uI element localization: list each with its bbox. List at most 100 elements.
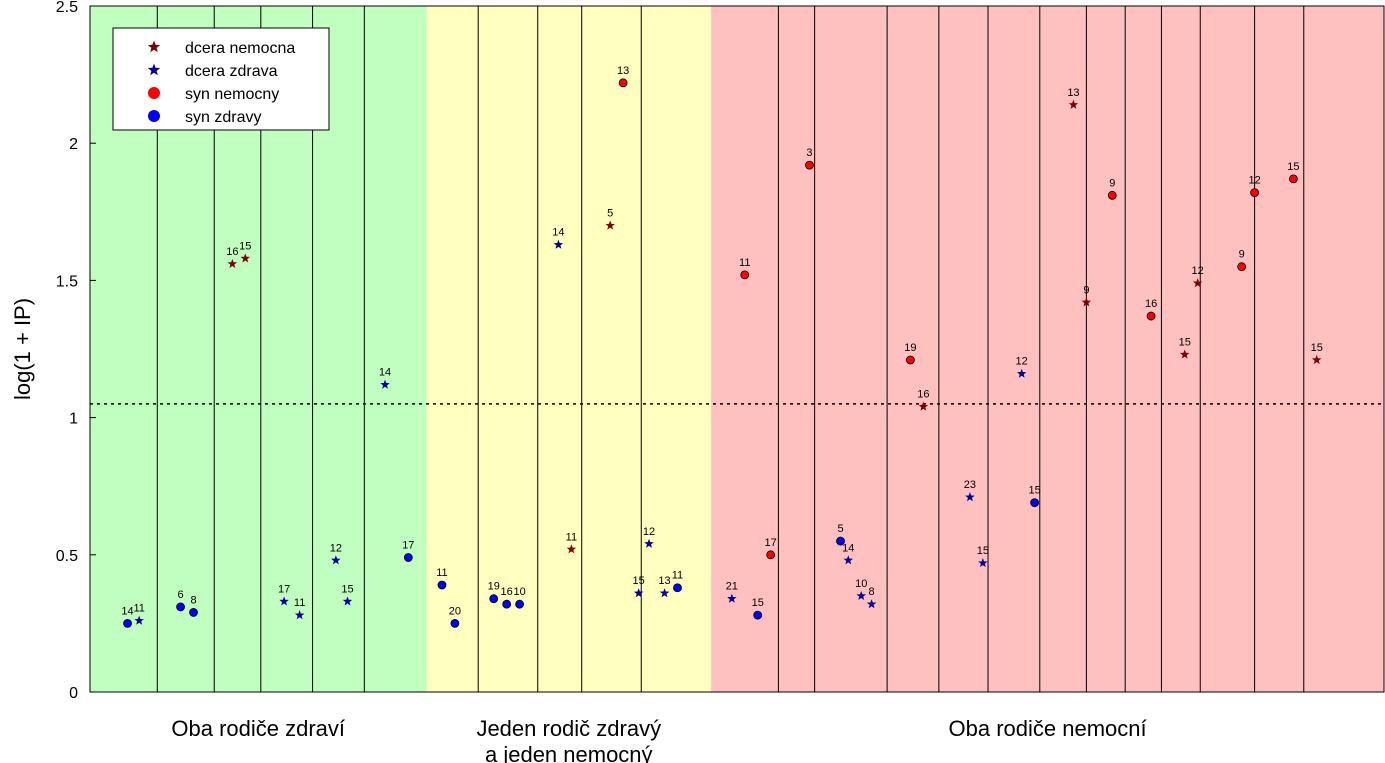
data-point-star [659,588,670,598]
data-point-label: 23 [964,479,976,491]
data-point-label: 13 [1067,87,1079,99]
legend-marker-circle [148,110,160,122]
legend-marker-star [147,40,161,53]
data-point-circle [673,583,682,593]
legend-item-label: dcera nemocna [185,40,295,57]
data-point-label: 14 [379,367,391,379]
data-point-star [856,590,866,601]
data-point-star [380,379,390,389]
data-point-label: 11 [133,603,144,615]
data-point-star [1081,297,1092,307]
data-point-star [566,544,577,554]
data-point-circle [805,160,814,170]
data-point-label: 15 [239,240,251,252]
data-point-label: 15 [1179,336,1191,348]
data-point-label: 15 [1028,485,1040,497]
data-point-star [1311,354,1322,365]
data-point-circle [1237,262,1247,272]
data-point-star [279,596,289,606]
data-point-label: 15 [752,597,764,609]
data-point-label: 14 [121,605,133,617]
y-tick-label: 2.5 [56,0,78,16]
data-point-label: 16 [501,586,513,598]
data-point-label: 9 [1083,284,1089,296]
data-point-label: 12 [1192,265,1204,277]
data-point-label: 12 [643,526,655,538]
data-point-star [633,588,644,598]
data-point-circle [123,619,132,628]
legend-item-label: syn nemocny [185,86,279,103]
data-point-star [644,538,654,548]
data-point-circle [450,619,460,628]
data-point-label: 12 [1016,356,1028,368]
data-point-label: 15 [1287,161,1299,173]
data-point-star [1068,99,1079,109]
data-point-circle [618,78,628,88]
data-point-star [918,401,929,411]
data-point-circle [403,553,413,562]
data-point-label: 17 [765,537,777,549]
data-point-circle [1250,188,1259,197]
data-point-label: 15 [977,545,989,557]
data-point-star [727,593,737,603]
y-tick-label: 0.5 [56,548,78,565]
data-point-label: 17 [402,540,414,552]
data-point-label: 12 [1248,175,1260,187]
data-point-star [294,610,305,620]
data-point-label: 12 [330,542,342,554]
data-point-circle [740,270,750,280]
data-point-label: 8 [869,586,875,598]
data-point-label: 13 [617,65,629,77]
data-point-label: 11 [566,531,577,543]
legend-marker-circle [148,87,160,99]
y-tick-label: 1 [69,411,78,428]
data-point-label: 11 [436,567,447,579]
data-point-label: 11 [294,597,305,609]
data-point-label: 20 [449,605,461,617]
group-label: Oba rodiče nemocní [949,716,1147,741]
group-label: a jeden nemocný [485,742,653,763]
data-point-star [605,220,615,230]
data-point-star [843,555,854,565]
data-point-label: 19 [904,342,916,354]
data-point-star [331,555,341,565]
data-point-label: 11 [672,570,683,582]
data-point-circle [515,599,525,609]
y-tick-label: 0 [69,685,78,702]
group-background [711,6,1384,692]
data-point-label: 9 [1239,249,1245,261]
data-point-label: 15 [341,583,353,595]
data-point-label: 14 [842,542,854,554]
data-point-star [227,258,238,268]
data-point-label: 6 [178,589,184,601]
data-point-label: 14 [552,227,564,239]
y-tick-label: 2 [69,136,78,153]
data-point-label: 13 [658,575,670,587]
data-point-circle [189,608,198,617]
data-point-star [342,596,353,606]
group-background [426,6,712,692]
data-point-star [965,492,975,502]
data-point-circle [836,536,845,546]
legend-item-label: syn zdravy [185,109,261,126]
data-point-label: 11 [739,257,750,269]
data-point-label: 15 [633,575,645,587]
data-point-label: 8 [190,594,196,606]
data-point-circle [905,355,915,365]
data-point-label: 10 [855,578,867,590]
data-point-label: 15 [1311,342,1323,354]
data-point-star [553,239,564,249]
data-point-star [866,599,877,609]
data-point-label: 16 [917,389,929,401]
data-point-circle [1107,190,1117,200]
data-point-circle [489,594,499,604]
data-point-circle [766,550,776,560]
data-point-circle [1030,498,1040,508]
data-point-label: 10 [513,586,525,598]
data-point-circle [502,599,512,609]
data-point-star [1179,349,1190,359]
data-point-circle [176,602,185,612]
y-axis: 0 0.5 1 1.5 2 2.5 [56,0,96,702]
